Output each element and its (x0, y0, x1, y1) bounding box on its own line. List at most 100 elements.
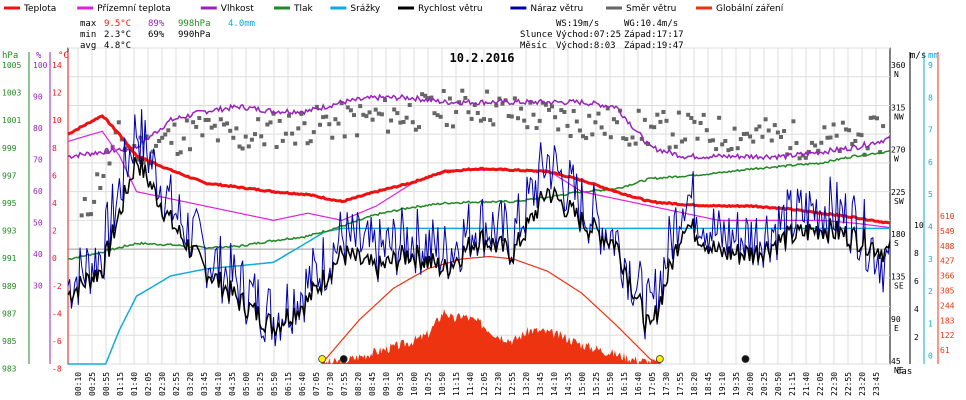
series-wind-direction-point (757, 124, 762, 129)
axis-degc-tick: 0 (52, 254, 57, 263)
series-wind-direction-point (98, 186, 103, 190)
series-wind-direction-point (775, 130, 780, 135)
x-tick-label: 01:40 (130, 372, 139, 396)
axis-pct-tick: 70 (33, 156, 43, 165)
series-wind-direction-point (352, 113, 356, 118)
series-wind-direction-point (636, 108, 641, 113)
series-wind-direction-point (358, 104, 363, 109)
axis-wm2-tick: 61 (940, 346, 950, 355)
series-wind-direction-point (401, 120, 406, 124)
stat-max-rain: 4.0mm (228, 19, 255, 29)
series-wind-direction-point (689, 116, 694, 120)
series-wind-direction-point (376, 111, 381, 116)
axis-dir-letter: NW (894, 112, 904, 121)
axis-ms-tick: 6 (914, 277, 919, 286)
series-wind-direction-point (361, 112, 366, 117)
series-wind-direction-point (200, 133, 205, 138)
series-wind-direction-point (92, 199, 97, 204)
x-tick-label: 08:20 (354, 372, 363, 396)
axis-mm-tick: 8 (928, 93, 933, 102)
axis-wm2-tick: 488 (940, 242, 955, 251)
series-wind-direction-point (701, 112, 706, 117)
axis-dir-letter: W (894, 155, 899, 164)
series-wind-direction-point (184, 118, 189, 123)
series-wind-direction-point (624, 137, 629, 142)
series-wind-direction-point (194, 124, 199, 129)
series-wind-direction-point (438, 114, 443, 119)
series-wind-direction-point (630, 135, 635, 140)
series-wind-direction-point (231, 135, 236, 140)
series-wind-direction-point (803, 155, 808, 160)
series-wind-direction-point (810, 140, 814, 145)
series-wind-direction-point (868, 115, 873, 120)
series-wind-direction-point (135, 157, 140, 162)
series-wind-direction-point (457, 100, 462, 105)
series-wind-direction-point (673, 144, 678, 149)
series-wind-direction-point (339, 101, 344, 106)
series-wind-direction-point (847, 128, 852, 133)
stat-avg-label: avg (80, 41, 96, 51)
series-wind-direction-point (881, 124, 886, 129)
axis-ms-tick: 10 (914, 221, 924, 230)
series-wind-direction-point (472, 103, 477, 107)
axis-dir-letter: E (894, 324, 899, 333)
series-wind-direction-point (85, 212, 90, 217)
series-wind-direction-point (819, 140, 824, 145)
x-tick-label: 05:25 (256, 372, 265, 396)
series-wind-direction-point (633, 141, 638, 146)
series-wind-direction-point (287, 113, 291, 118)
series-wind-direction-point (172, 122, 177, 127)
series-wind-direction-point (754, 127, 759, 132)
legend-label: Srážky (350, 4, 381, 14)
series-wind-direction-point (531, 112, 536, 117)
x-tick-label: 06:15 (284, 372, 293, 396)
series-wind-direction-point (825, 135, 830, 140)
x-tick-label: 12:55 (508, 372, 517, 396)
axis-dir-tick: 360 (891, 61, 906, 70)
series-wind-direction-point (342, 134, 347, 139)
stat-max-hum: 89% (148, 19, 165, 29)
series-wind-direction-point (769, 138, 774, 143)
series-wind-direction-point (144, 134, 149, 139)
series-wind-direction-point (605, 106, 610, 111)
x-tick-label: 12:05 (480, 372, 489, 396)
series-wind-direction-point (364, 114, 369, 119)
axis-degc-tick: -8 (52, 365, 62, 374)
series-wind-direction-point (454, 110, 459, 114)
x-tick-label: 22:55 (844, 372, 853, 396)
x-tick-label: 03:45 (200, 372, 209, 396)
series-wind-direction-point (599, 125, 604, 130)
series-wind-direction-point (370, 117, 375, 122)
series-wind-direction-point (141, 160, 146, 165)
series-wind-direction-point (116, 120, 121, 125)
axis-hpa-tick: 993 (2, 227, 17, 236)
series-wind-direction-point (494, 103, 499, 108)
legend-label: Rychlost větru (418, 4, 483, 14)
axis-ms-unit: m/s (910, 51, 926, 61)
series-wind-direction-point (228, 128, 233, 133)
series-wind-direction-point (577, 128, 582, 133)
series-wind-direction-point (646, 142, 650, 146)
legend-label: Globální záření (716, 4, 784, 14)
series-wind-direction-point (574, 119, 579, 124)
x-tick-label: 10:50 (438, 372, 447, 396)
series-wind-direction-point (311, 130, 316, 135)
axis-wm2-tick: 122 (940, 331, 955, 340)
series-wind-direction-point (772, 123, 777, 128)
series-wind-direction-point (327, 122, 332, 127)
series-wind-direction-point (395, 111, 400, 116)
series-wind-direction-point (413, 127, 418, 132)
axis-wm2-tick: 305 (940, 287, 955, 296)
axis-degc-tick: -6 (52, 337, 62, 346)
series-wind-direction-point (485, 89, 490, 94)
series-wind-direction-point (500, 101, 505, 106)
axis-wm2-tick: 183 (940, 316, 955, 325)
series-wind-direction-point (751, 139, 756, 144)
series-wind-direction-point (163, 132, 168, 137)
axis-dir-letter: SE (894, 282, 904, 291)
axis-dir-tick: 135 (891, 273, 906, 282)
series-wind-direction-point (670, 132, 675, 137)
series-wind-direction-point (738, 137, 743, 142)
axis-mm-tick: 1 (928, 319, 933, 328)
series-wind-direction-point (209, 125, 214, 130)
